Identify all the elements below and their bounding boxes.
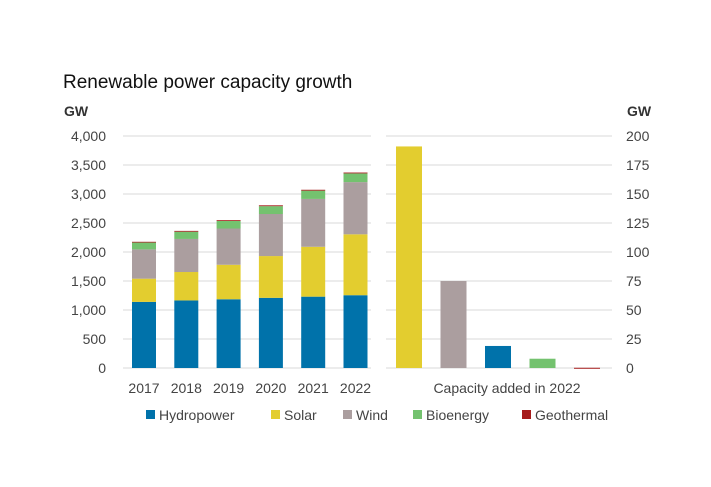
bar-geothermal-2020 (258, 205, 283, 207)
bar-geothermal-2019 (216, 220, 241, 221)
bar-geothermal-2017 (132, 241, 156, 243)
bar-wind-2018 (174, 238, 199, 273)
added-bar-wind (440, 281, 467, 368)
legend-swatch-solar (271, 410, 280, 419)
year-tick-label: 2020 (255, 380, 286, 396)
bar-solar-2019 (216, 264, 241, 300)
bar-hydropower-2020 (258, 297, 283, 368)
bar-hydropower-2019 (216, 299, 241, 368)
year-tick-label: 2022 (340, 380, 371, 396)
bar-solar-2018 (174, 272, 199, 301)
bar-bioenergy-2017 (132, 242, 156, 250)
added-bar-hydropower (485, 345, 511, 368)
right-axis-unit: GW (627, 103, 652, 119)
bar-bioenergy-2019 (216, 220, 241, 229)
legend-swatch-wind (343, 410, 352, 419)
left-y-tick-label: 4,000 (71, 128, 106, 144)
bar-wind-2017 (132, 249, 156, 279)
bar-solar-2022 (343, 234, 368, 296)
stacked-bars (132, 172, 368, 368)
bar-wind-2022 (343, 182, 368, 235)
year-tick-labels: 2017 2018 2019 2020 2021 2022 (128, 380, 371, 396)
bar-bioenergy-2022 (343, 173, 368, 183)
legend-label-geothermal: Geothermal (535, 407, 608, 423)
right-y-tick-label: 100 (626, 244, 650, 260)
bar-solar-2020 (258, 256, 283, 298)
left-y-tick-labels: 0 500 1,000 1,500 2,000 2,500 3,000 3,500 4,000 (71, 128, 106, 376)
bar-solar-2017 (132, 278, 156, 302)
right-y-tick-label: 125 (626, 215, 650, 231)
left-y-tick-label: 500 (83, 331, 107, 347)
chart-title: Renewable power capacity growth (63, 72, 352, 93)
left-y-tick-label: 1,500 (71, 273, 106, 289)
bar-wind-2021 (301, 198, 326, 247)
bar-geothermal-2022 (343, 172, 368, 174)
right-y-tick-label: 0 (626, 360, 634, 376)
legend-swatch-geothermal (522, 410, 531, 419)
year-tick-label: 2021 (298, 380, 329, 396)
added-bar-bioenergy (529, 358, 556, 368)
bar-hydropower-2018 (174, 300, 199, 368)
bar-bioenergy-2020 (258, 206, 283, 215)
right-y-tick-label: 175 (626, 157, 650, 173)
bar-geothermal-2018 (174, 230, 199, 232)
bar-bioenergy-2021 (301, 190, 326, 199)
left-axis-unit: GW (64, 103, 89, 119)
legend-label-wind: Wind (356, 407, 388, 423)
right-y-tick-label: 50 (626, 302, 642, 318)
bar-solar-2021 (301, 246, 326, 297)
left-gridlines (123, 135, 371, 369)
bar-hydropower-2017 (132, 301, 156, 368)
right-y-tick-labels: 0 25 50 75 100 125 150 175 200 (626, 128, 650, 376)
left-y-tick-label: 2,500 (71, 215, 106, 231)
added-bar-geothermal (574, 367, 600, 369)
added-bar-solar (396, 146, 422, 368)
added-bars (396, 146, 600, 369)
left-y-tick-label: 0 (98, 360, 106, 376)
bar-hydropower-2022 (343, 295, 368, 368)
right-y-tick-label: 25 (626, 331, 642, 347)
bar-bioenergy-2018 (174, 231, 199, 239)
bar-wind-2019 (216, 228, 241, 265)
right-y-tick-label: 200 (626, 128, 650, 144)
year-tick-label: 2017 (128, 380, 159, 396)
bar-wind-2020 (258, 214, 283, 257)
bar-hydropower-2021 (301, 296, 326, 368)
legend-label-solar: Solar (284, 407, 317, 423)
year-tick-label: 2019 (213, 380, 244, 396)
right-y-tick-label: 150 (626, 186, 650, 202)
legend-label-hydropower: Hydropower (159, 407, 235, 423)
legend: Hydropower Solar Wind Bioenergy Geothermal (146, 407, 608, 423)
right-y-tick-label: 75 (626, 273, 642, 289)
legend-swatch-bioenergy (413, 410, 422, 419)
bar-geothermal-2021 (301, 189, 326, 191)
right-x-label: Capacity added in 2022 (433, 380, 580, 396)
legend-label-bioenergy: Bioenergy (426, 407, 489, 423)
left-y-tick-label: 3,500 (71, 157, 106, 173)
left-y-tick-label: 2,000 (71, 244, 106, 260)
legend-swatch-hydropower (146, 410, 155, 419)
year-tick-label: 2018 (171, 380, 202, 396)
left-y-tick-label: 1,000 (71, 302, 106, 318)
left-y-tick-label: 3,000 (71, 186, 106, 202)
